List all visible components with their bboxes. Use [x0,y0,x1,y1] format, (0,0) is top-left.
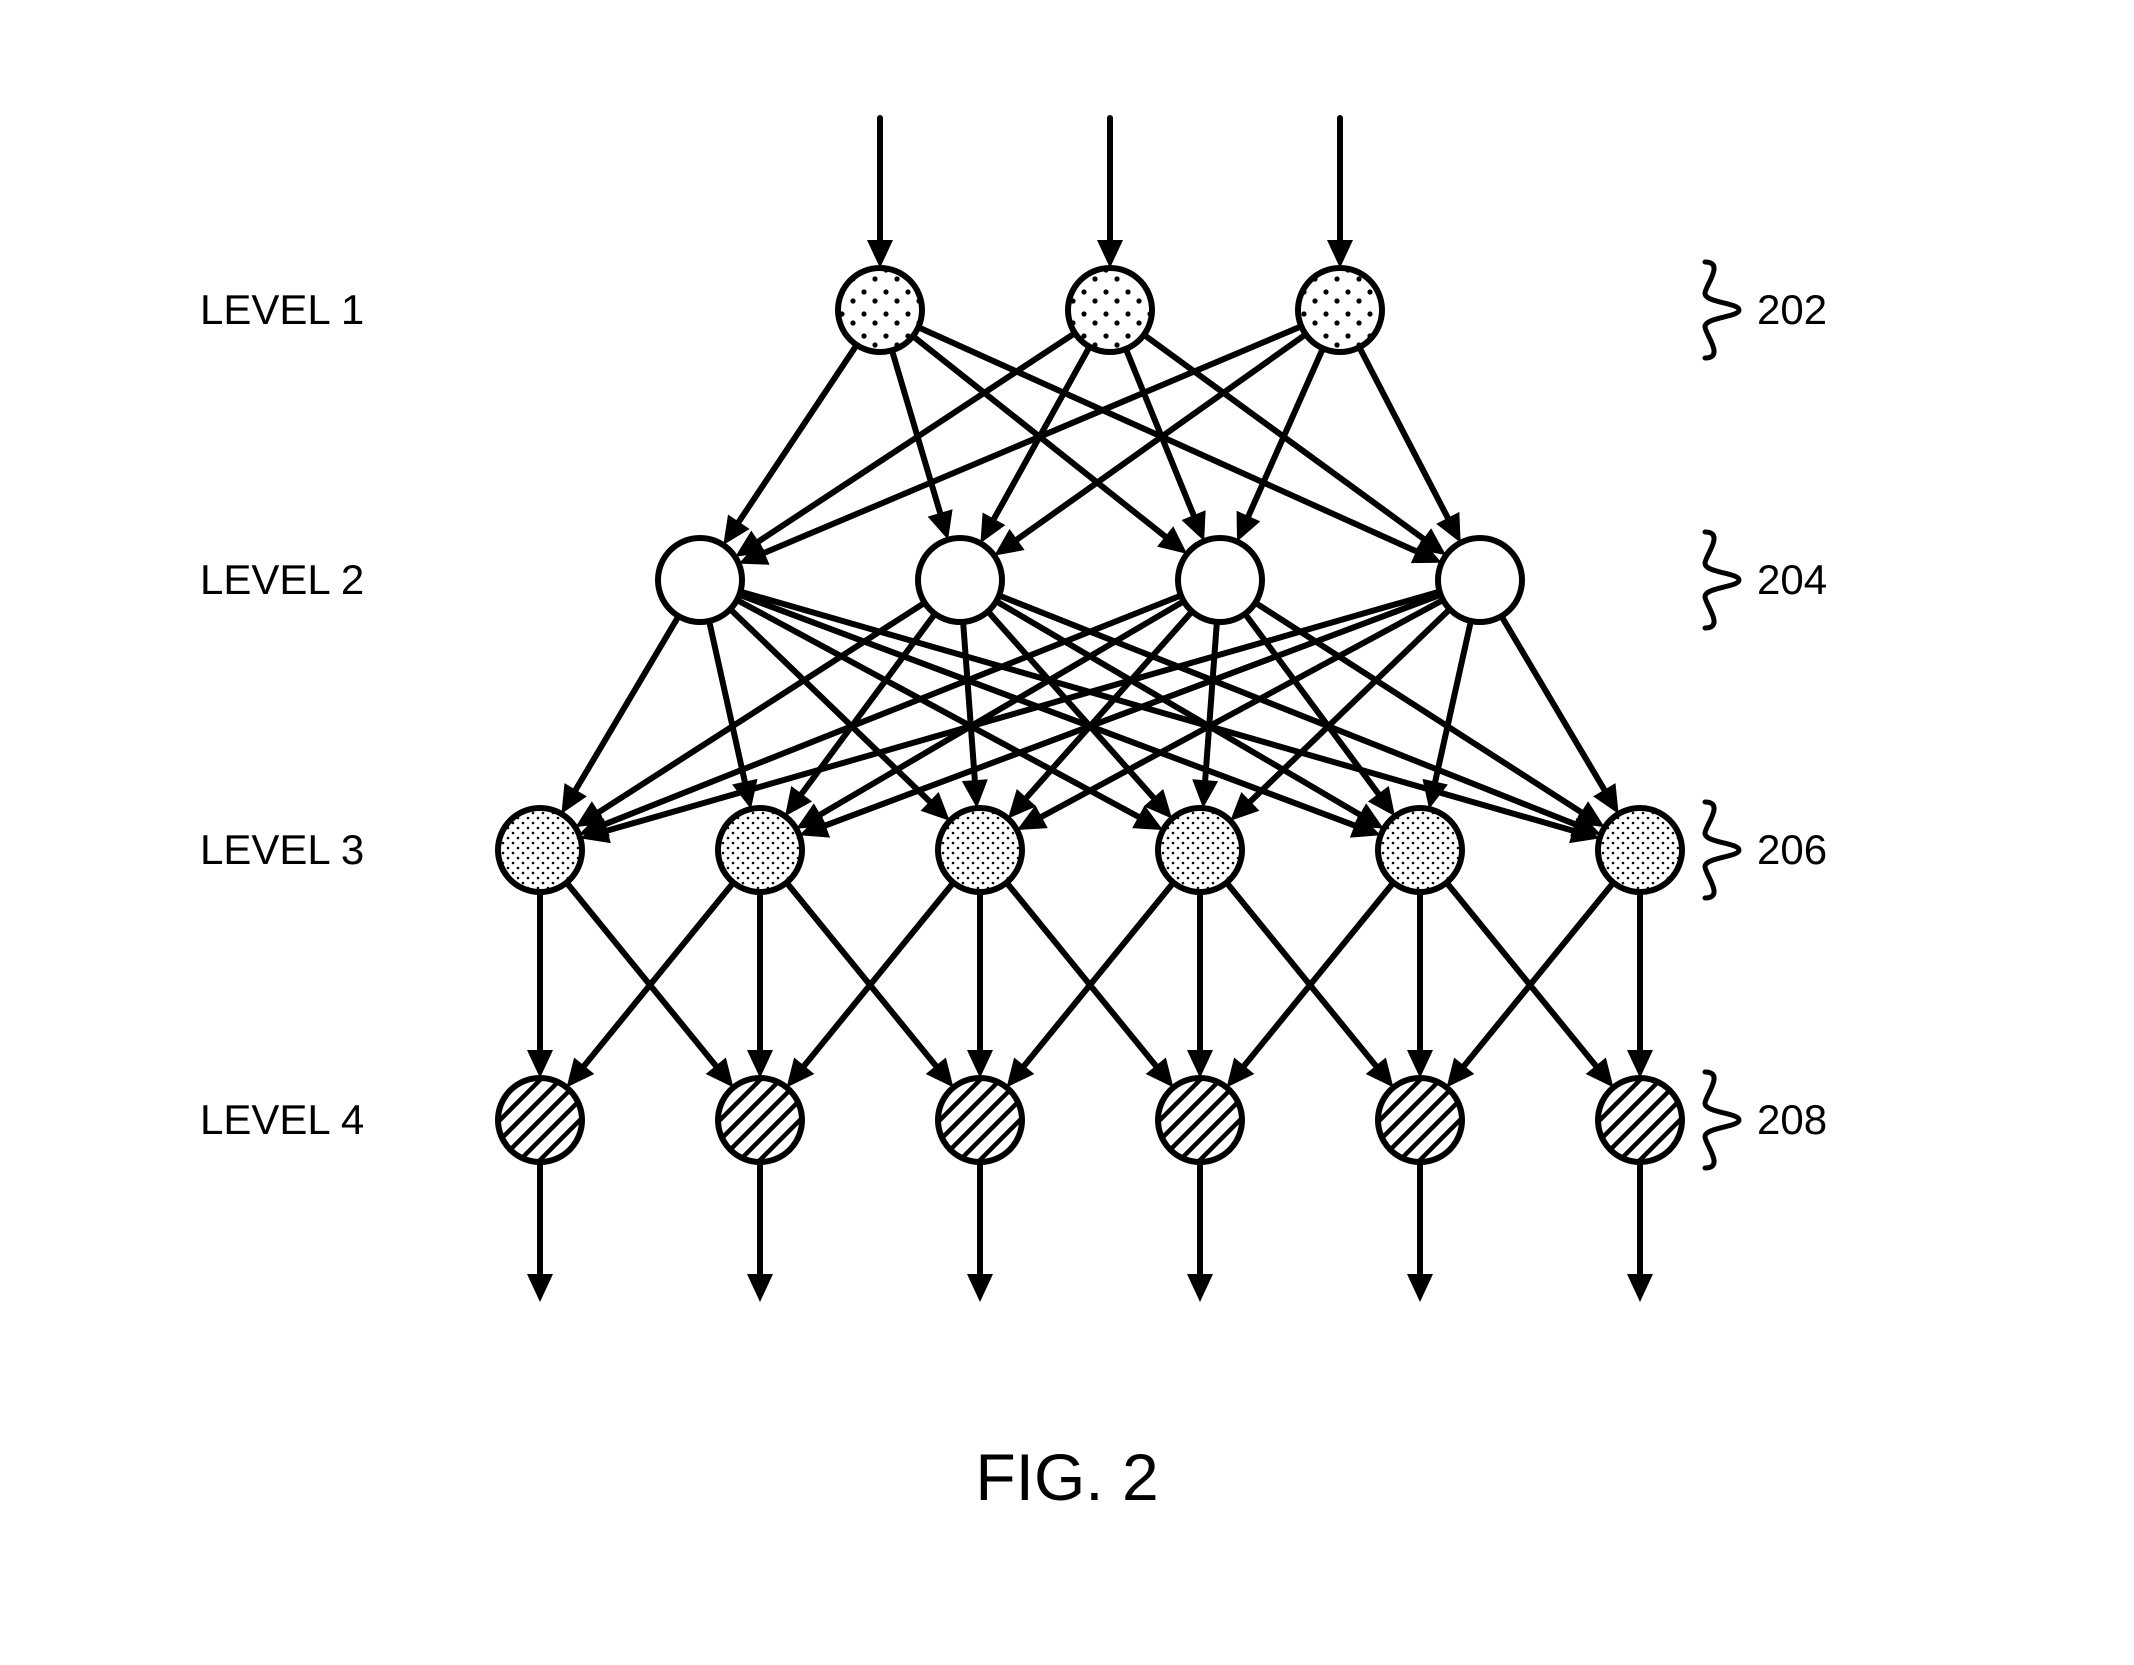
ref-label-3: 206 [1757,826,1827,873]
node-l4-1 [718,1078,802,1162]
node-l1-1 [1068,268,1152,352]
node-l2-0 [658,538,742,622]
node-l3-0 [498,808,582,892]
level-label-2: LEVEL 2 [200,556,364,603]
node-l4-0 [498,1078,582,1162]
brace [1705,802,1739,898]
level-label-1: LEVEL 1 [200,286,364,333]
ref-label-2: 204 [1757,556,1827,603]
node-l3-3 [1158,808,1242,892]
figure-canvas: LEVEL 1 LEVEL 2 LEVEL 3 LEVEL 4 202 204 206 208… [0,0,2134,1665]
node-l3-5 [1598,808,1682,892]
brace [1705,532,1739,628]
brace [1705,262,1739,358]
node-l2-3 [1438,538,1522,622]
node-l3-1 [718,808,802,892]
node-l1-0 [838,268,922,352]
level-label-4: LEVEL 4 [200,1096,364,1143]
level-label-3: LEVEL 3 [200,826,364,873]
brace [1705,1072,1739,1168]
node-l2-1 [918,538,1002,622]
ref-label-1: 202 [1757,286,1827,333]
node-l1-2 [1298,268,1382,352]
ref-label-4: 208 [1757,1096,1827,1143]
node-l4-2 [938,1078,1022,1162]
node-l4-4 [1378,1078,1462,1162]
node-l2-2 [1178,538,1262,622]
node-l4-5 [1598,1078,1682,1162]
node-l3-4 [1378,808,1462,892]
node-l4-3 [1158,1078,1242,1162]
node-l3-2 [938,808,1022,892]
figure-caption: FIG. 2 [975,1440,1158,1514]
